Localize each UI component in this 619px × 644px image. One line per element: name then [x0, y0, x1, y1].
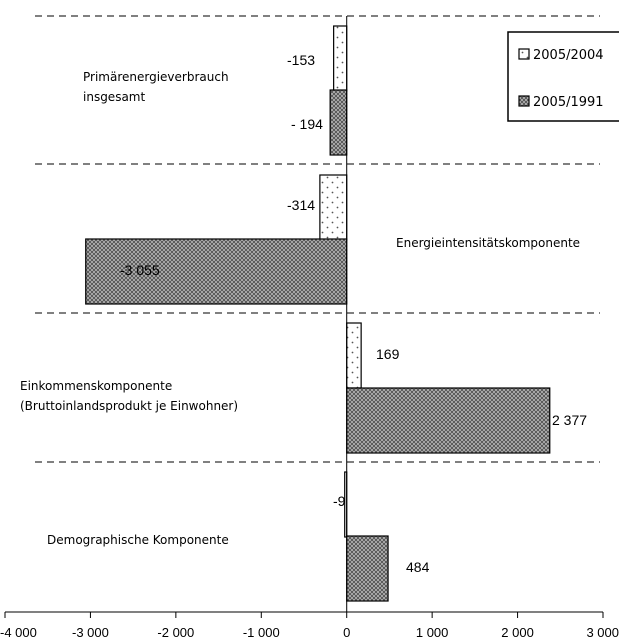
bar-2005-2004-0	[333, 25, 348, 92]
x-tick-label: -3 000	[72, 625, 109, 640]
legend-label: 2005/1991	[533, 95, 604, 110]
x-tick-label: -2 000	[157, 625, 194, 640]
bar-2005-1991-3	[346, 535, 389, 602]
category-label: Demographische Komponente	[47, 533, 229, 547]
data-label: 169	[376, 346, 400, 362]
data-label: -9	[333, 493, 346, 509]
bar-2005-2004-1	[319, 174, 348, 241]
bar-2005-1991-2	[346, 387, 551, 454]
data-label: -3 055	[120, 262, 160, 278]
category-label: Primärenergieverbrauch	[83, 70, 229, 84]
x-tick-label: 2 000	[501, 625, 534, 640]
category-label: insgesamt	[83, 90, 145, 104]
data-label: -314	[287, 197, 315, 213]
bar-2005-2004-2	[346, 322, 362, 389]
x-tick-label: 1 000	[416, 625, 449, 640]
x-tick-label: -1 000	[243, 625, 280, 640]
data-label: - 194	[291, 116, 323, 132]
legend-swatch-0	[518, 48, 530, 60]
x-tick-label: -4 000	[0, 625, 37, 640]
bar-2005-1991-0	[329, 89, 348, 156]
legend-label: 2005/2004	[533, 48, 604, 63]
bar-2005-1991-1	[85, 238, 348, 305]
category-label: Einkommenskomponente	[20, 379, 172, 393]
data-label: -153	[287, 52, 315, 68]
legend-swatch-1	[518, 95, 530, 107]
x-tick-label: 3 000	[586, 625, 619, 640]
x-tick-label: 0	[343, 625, 350, 640]
data-label: 484	[406, 559, 430, 575]
data-label: 2 377	[552, 412, 587, 428]
category-label: (Bruttoinlandsprodukt je Einwohner)	[20, 399, 238, 413]
category-label: Energieintensitätskomponente	[396, 236, 580, 250]
